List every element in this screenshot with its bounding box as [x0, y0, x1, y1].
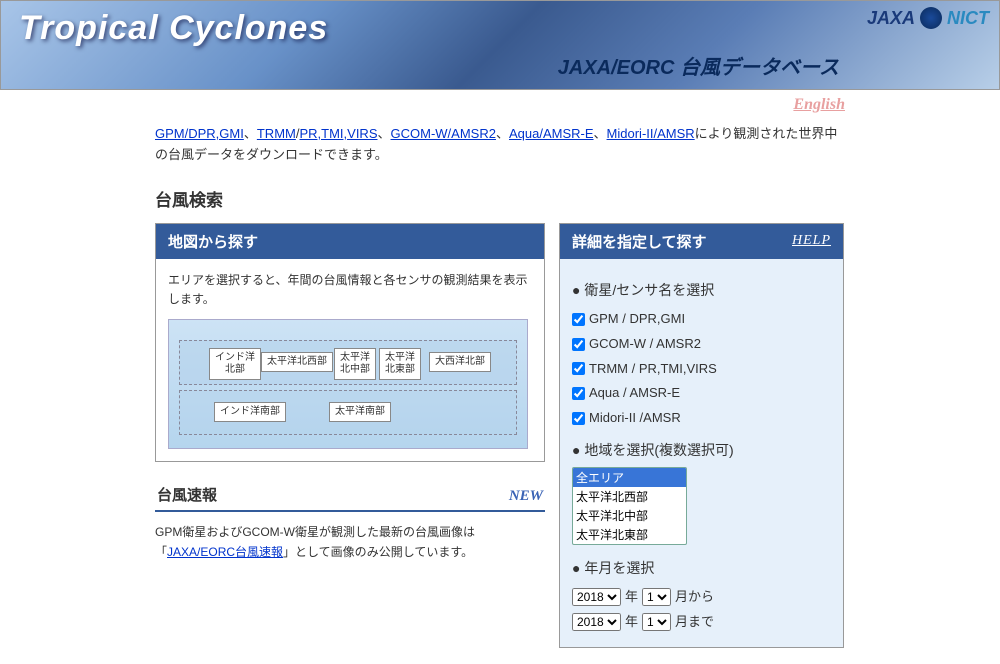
sensor-label: GCOM-W / AMSR2 — [589, 334, 701, 355]
map-panel-header: 地図から探す — [156, 224, 544, 259]
sensor-checkbox[interactable] — [572, 362, 585, 375]
logo-nict: NICT — [947, 8, 989, 29]
sensor-checkbox-row[interactable]: Midori-II /AMSR — [572, 406, 831, 431]
sensor-label: TRMM / PR,TMI,VIRS — [589, 359, 717, 380]
year-from-select[interactable]: 2018 — [572, 588, 621, 606]
news-link[interactable]: JAXA/EORC台風速報 — [167, 545, 283, 559]
map-panel: 地図から探す エリアを選択すると、年間の台風情報と各センサの観測結果を表示します… — [155, 223, 545, 462]
region-head: 地域を選択(複数選択可) — [572, 439, 831, 461]
year-to-select[interactable]: 2018 — [572, 613, 621, 631]
map-region-pacific-ne[interactable]: 太平洋北東部 — [379, 348, 421, 380]
banner-title: Tropical Cyclones — [19, 9, 328, 48]
logos: JAXA NICT — [867, 7, 989, 29]
map-region-atlantic-n[interactable]: 大西洋北部 — [429, 352, 491, 372]
search-title: 台風検索 — [155, 186, 845, 211]
news-title: 台風速報 — [157, 484, 217, 505]
logo-jaxa: JAXA — [867, 8, 915, 29]
sensor-checkbox-row[interactable]: GCOM-W / AMSR2 — [572, 332, 831, 357]
map-desc: エリアを選択すると、年間の台風情報と各センサの観測結果を表示します。 — [168, 271, 532, 309]
month-to-select[interactable]: 1 — [642, 613, 671, 631]
intro-link-gcom[interactable]: GCOM-W/AMSR2 — [391, 126, 496, 141]
map-area: インド洋北部 太平洋北西部 太平洋北中部 太平洋北東部 大西洋北部 インド洋南部… — [168, 319, 528, 449]
news-panel: 台風速報 NEW GPM衛星およびGCOM-W衛星が観測した最新の台風画像は 「… — [155, 478, 545, 563]
banner-subtitle: JAXA/EORC 台風データベース — [558, 51, 839, 80]
intro-link-gpm[interactable]: GPM/DPR,GMI — [155, 126, 244, 141]
sensor-label: Midori-II /AMSR — [589, 408, 681, 429]
map-region-indian-north[interactable]: インド洋北部 — [209, 348, 261, 380]
help-link[interactable]: HELP — [792, 233, 831, 249]
banner: Tropical Cyclones JAXA/EORC 台風データベース JAX… — [0, 0, 1000, 90]
detail-panel: 詳細を指定して探す HELP 衛星/センサ名を選択 GPM / DPR,GMI G… — [559, 223, 844, 648]
sensor-checkbox-row[interactable]: Aqua / AMSR-E — [572, 381, 831, 406]
english-link[interactable]: English — [793, 96, 845, 113]
month-from-select[interactable]: 1 — [642, 588, 671, 606]
sensor-checkbox-row[interactable]: TRMM / PR,TMI,VIRS — [572, 357, 831, 382]
new-badge: NEW — [509, 488, 543, 505]
date-head: 年月を選択 — [572, 557, 831, 579]
map-region-pacific-nc[interactable]: 太平洋北中部 — [334, 348, 376, 380]
sensor-checkbox-row[interactable]: GPM / DPR,GMI — [572, 307, 831, 332]
sensor-head: 衛星/センサ名を選択 — [572, 279, 831, 301]
sensor-label: GPM / DPR,GMI — [589, 309, 685, 330]
intro-link-aqua[interactable]: Aqua/AMSR-E — [509, 126, 594, 141]
map-region-pacific-south[interactable]: 太平洋南部 — [329, 402, 391, 422]
map-region-pacific-nw[interactable]: 太平洋北西部 — [261, 352, 333, 372]
intro-link-pr[interactable]: PR,TMI,VIRS — [299, 126, 377, 141]
sensor-checkbox[interactable] — [572, 412, 585, 425]
region-select[interactable]: 全エリア太平洋北西部太平洋北中部太平洋北東部 — [572, 467, 687, 545]
intro-link-midori[interactable]: Midori-II/AMSR — [607, 126, 695, 141]
news-body: GPM衛星およびGCOM-W衛星が観測した最新の台風画像は 「JAXA/EORC… — [155, 522, 545, 563]
sensor-checkbox[interactable] — [572, 338, 585, 351]
map-region-indian-south[interactable]: インド洋南部 — [214, 402, 286, 422]
logo-nasa-icon — [920, 7, 942, 29]
intro-link-trmm[interactable]: TRMM — [257, 126, 296, 141]
sensor-label: Aqua / AMSR-E — [589, 383, 680, 404]
detail-panel-header: 詳細を指定して探す HELP — [560, 224, 843, 259]
intro-text: GPM/DPR,GMI、TRMM/PR,TMI,VIRS、GCOM-W/AMSR… — [155, 124, 845, 166]
sensor-checkbox[interactable] — [572, 313, 585, 326]
sensor-checkbox[interactable] — [572, 387, 585, 400]
